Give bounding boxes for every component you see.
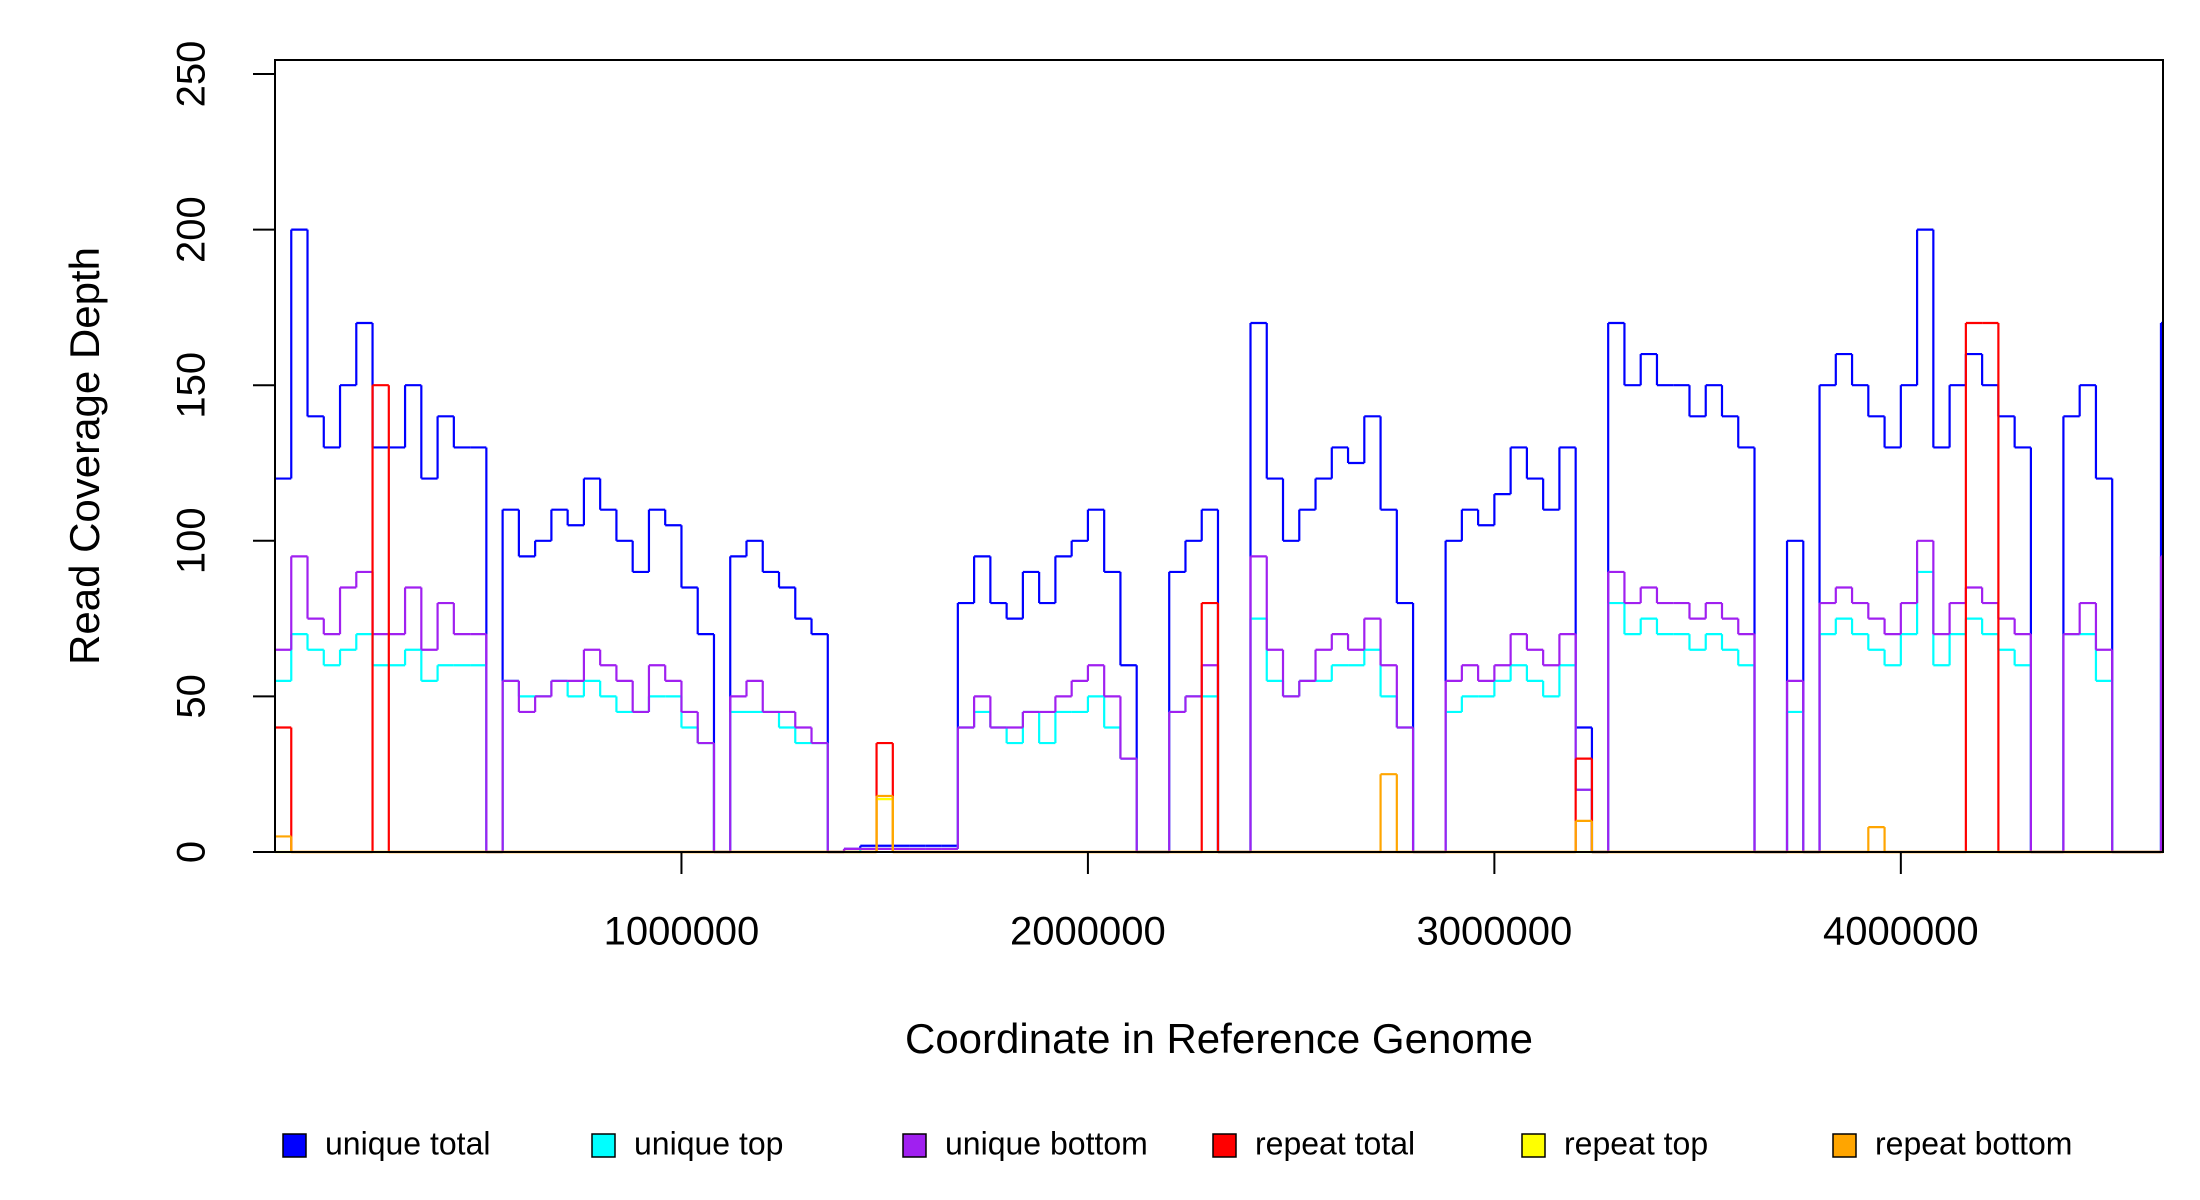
x-tick-label: 1000000 — [604, 910, 760, 954]
legend-label: unique total — [325, 1125, 490, 1161]
x-tick-label: 4000000 — [1823, 910, 1979, 954]
x-tick-label: 2000000 — [1010, 910, 1166, 954]
legend-label: repeat top — [1564, 1125, 1708, 1161]
x-tick-label: 3000000 — [1417, 910, 1573, 954]
y-tick-label: 50 — [170, 674, 214, 719]
legend-key — [1521, 1133, 1546, 1158]
y-tick-label: 200 — [170, 196, 214, 263]
y-tick-label: 250 — [170, 41, 214, 108]
y-tick-label: 0 — [170, 841, 214, 863]
legend-key — [591, 1133, 616, 1158]
legend-key — [1212, 1133, 1237, 1158]
y-tick-label: 100 — [170, 507, 214, 574]
legend-label: repeat bottom — [1875, 1125, 2072, 1161]
legend-key — [282, 1133, 307, 1158]
x-axis-label: Coordinate in Reference Genome — [905, 1015, 1533, 1062]
plot-frame — [274, 59, 2164, 853]
legend-label: repeat total — [1255, 1125, 1415, 1161]
y-tick-label: 150 — [170, 352, 214, 419]
legend-key — [902, 1133, 927, 1158]
legend-label: unique bottom — [945, 1125, 1148, 1161]
legend-key — [1832, 1133, 1857, 1158]
series-line — [275, 228, 2163, 854]
y-axis-label: Read Coverage Depth — [61, 247, 108, 665]
legend-label: unique top — [634, 1125, 783, 1161]
